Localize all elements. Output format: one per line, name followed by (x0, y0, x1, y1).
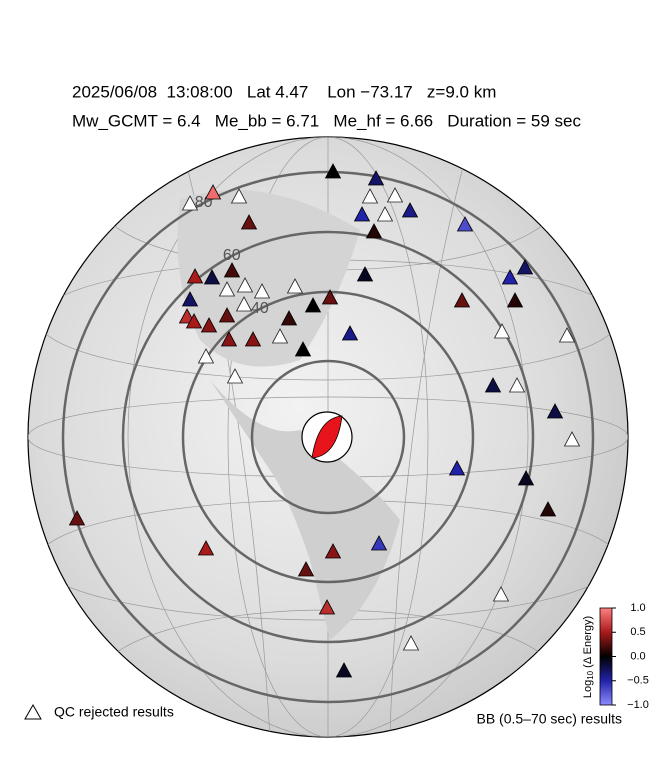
station-rejected (508, 377, 526, 393)
station-rejected (181, 195, 199, 211)
station-rejected (226, 368, 244, 384)
station (204, 184, 222, 200)
legend-label: QC rejected results (54, 704, 174, 720)
station-rejected (197, 348, 215, 364)
station (456, 216, 474, 232)
distance-ring (250, 359, 406, 515)
station-rejected (386, 187, 404, 203)
station (186, 268, 204, 284)
station (546, 403, 564, 419)
colorbar-tick-label: 0.0 (630, 650, 645, 662)
header-line: 2025/06/08 13:08:00 Lat 4.47 Lon −73.17 … (72, 82, 496, 101)
distance-label: 40 (251, 300, 269, 317)
colorbar (599, 607, 613, 706)
legend-symbol (24, 703, 42, 720)
station (501, 269, 519, 285)
station (335, 662, 353, 678)
station (448, 460, 466, 476)
colorbar-label-base: Log (582, 680, 594, 698)
station (304, 297, 322, 313)
colorbar-tick-label: 0.5 (630, 626, 645, 638)
station (68, 510, 86, 526)
station (356, 266, 374, 282)
station (516, 259, 534, 275)
station (218, 307, 236, 323)
station-rejected (376, 206, 394, 222)
station (370, 535, 388, 551)
station-rejected (361, 188, 379, 204)
station (294, 341, 312, 357)
station (453, 292, 471, 308)
station-rejected (253, 283, 271, 299)
station (539, 501, 557, 517)
station-rejected (235, 296, 253, 312)
station-rejected (402, 635, 420, 651)
station-rejected (236, 277, 254, 293)
station (321, 289, 339, 305)
distance-ring (61, 170, 595, 704)
station (220, 331, 238, 347)
station (324, 163, 342, 179)
station-rejected (493, 323, 511, 339)
station-rejected (230, 188, 248, 204)
colorbar-label: Log10 (Δ Energy) (582, 616, 595, 698)
colorbar-tick-label: 1.0 (630, 602, 645, 614)
station (367, 170, 385, 186)
station (240, 214, 258, 230)
station (280, 310, 298, 326)
station-rejected (492, 586, 510, 602)
station (185, 313, 203, 329)
distance-label: 60 (223, 247, 241, 264)
station-rejected (271, 328, 289, 344)
colorbar-tick-label: −0.5 (627, 675, 649, 687)
station (200, 317, 218, 333)
colorbar-label-subscript: 10 (586, 670, 595, 679)
station (506, 292, 524, 308)
station (484, 377, 502, 393)
station (244, 331, 262, 347)
station (341, 325, 359, 341)
station (297, 561, 315, 577)
station (517, 470, 535, 486)
colorbar-label-rest: (Δ Energy) (582, 616, 594, 671)
station-rejected (286, 278, 304, 294)
legend-label: BB (0.5–70 sec) results (476, 711, 622, 727)
station (401, 202, 419, 218)
station (365, 223, 383, 239)
station (324, 543, 342, 559)
station-rejected (563, 431, 581, 447)
beachball-lobe (311, 415, 343, 459)
colorbar-tick-label: −1.0 (627, 699, 649, 711)
station (223, 262, 241, 278)
station (181, 291, 199, 307)
station (353, 206, 371, 222)
distance-ring (121, 230, 535, 644)
distance-ring (181, 290, 475, 584)
header-line: Mw_GCMT = 6.4 Me_bb = 6.71 Me_hf = 6.66 … (72, 111, 582, 130)
station (318, 599, 336, 615)
station (203, 269, 221, 285)
station (197, 540, 215, 556)
station-rejected (218, 281, 236, 297)
station-rejected (558, 327, 576, 343)
